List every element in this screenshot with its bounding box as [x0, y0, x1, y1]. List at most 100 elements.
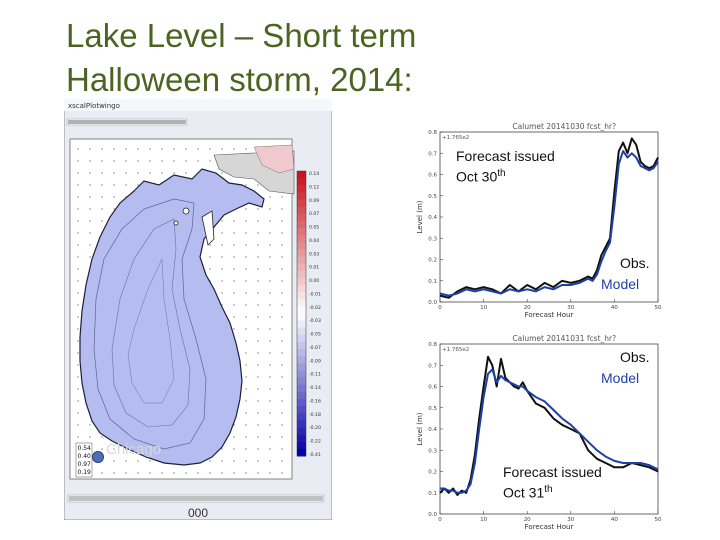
grid-dot [281, 208, 283, 210]
annotation-bottom-forecast-text: Forecast issued [503, 464, 602, 480]
northern-bay [253, 144, 295, 174]
grid-dot [101, 472, 103, 474]
grid-dot [221, 220, 223, 222]
grid-dot [77, 232, 79, 234]
colorbar-tick-labels: 0.14 0.12 0.09 0.07 0.05 0.04 0.03 0.01 0.00 -0.0… [309, 171, 321, 458]
grid-dot [209, 460, 211, 462]
colorbar-tick-label: -0.05 [309, 332, 321, 338]
colorbar-segment [297, 235, 306, 243]
grid-dot [245, 376, 247, 378]
grid-dot [137, 472, 139, 474]
grid-dot [281, 256, 283, 258]
legend-top-model: Model [601, 276, 640, 292]
grid-dot [77, 340, 79, 342]
grid-dot [233, 472, 235, 474]
colorbar-segment [297, 441, 306, 450]
grid-dot [101, 184, 103, 186]
window-title-bar[interactable] [64, 99, 332, 111]
grid-dot [173, 148, 175, 150]
colorbar-segment [297, 413, 306, 421]
grid-dot [233, 268, 235, 270]
colorbar-tick-label: 0.04 [309, 238, 319, 244]
y-tick-label: 0.3 [428, 236, 437, 242]
grid-dot [77, 376, 79, 378]
grid-dot [89, 436, 91, 438]
colorbar-segment [297, 249, 306, 257]
grid-dot [269, 244, 271, 246]
grid-dot [161, 172, 163, 174]
legend-bottom-obs: Obs. [620, 349, 650, 365]
colorbar-segment [297, 406, 306, 414]
slide-title-line-2: Halloween storm, 2014: [66, 61, 413, 98]
grid-dot [77, 364, 79, 366]
colorbar-segment [297, 263, 306, 272]
grid-dot [221, 268, 223, 270]
island-2 [173, 220, 179, 226]
grid-dot [257, 244, 259, 246]
y-tick-label: 0.6 [428, 173, 437, 179]
map-bottom-label: 000 [188, 506, 208, 520]
colorbar-segment [297, 178, 306, 186]
colorbar-tick-label: 0.05 [309, 225, 319, 231]
colorbar-tick-label: -0.11 [309, 372, 321, 378]
colorbar-segment [297, 185, 306, 193]
grid-dot [77, 412, 79, 414]
x-tick-label: 0 [438, 517, 442, 523]
colorbar-tick-label: -0.09 [309, 358, 321, 364]
grid-dot [209, 256, 211, 258]
grid-dot [269, 196, 271, 198]
grid-dot [245, 412, 247, 414]
grid-dot [257, 412, 259, 414]
annotation-top-sup: th [497, 168, 506, 179]
grid-dot [89, 208, 91, 210]
x-tick-label: 10 [480, 517, 487, 523]
grid-dot [101, 148, 103, 150]
y-axis-label: Level (m) [416, 412, 424, 445]
grid-dot [281, 424, 283, 426]
grid-dot [245, 220, 247, 222]
grid-dot [257, 208, 259, 210]
grid-dot [77, 328, 79, 330]
grid-dot [245, 232, 247, 234]
grid-dot [233, 220, 235, 222]
chicago-station-marker[interactable] [92, 451, 104, 463]
colorbar-segment [297, 427, 306, 436]
grid-dot [209, 268, 211, 270]
grid-dot [281, 220, 283, 222]
grid-dot [245, 184, 247, 186]
y-tick-label: 0.6 [428, 385, 437, 391]
colorbar-segment [297, 313, 306, 322]
map-footer-scale [67, 494, 325, 503]
grid-dot [269, 412, 271, 414]
grid-dot [161, 160, 163, 162]
y-tick-label: 0.2 [428, 258, 437, 264]
grid-dot [197, 160, 199, 162]
station-value: 0.97 [78, 461, 92, 468]
grid-dot [281, 232, 283, 234]
grid-dot [113, 448, 115, 450]
colorbar-segment [297, 349, 306, 357]
grid-dot [113, 460, 115, 462]
grid-dot [269, 256, 271, 258]
colorbar-segment [297, 171, 306, 179]
grid-dot [257, 436, 259, 438]
grid-dot [257, 268, 259, 270]
series-line-obs [439, 137, 659, 299]
grid-dot [281, 388, 283, 390]
series-line-model [439, 150, 659, 297]
x-tick-label: 50 [655, 517, 662, 523]
grid-dot [161, 472, 163, 474]
grid-dot [281, 340, 283, 342]
colorbar-tick-label: 0.01 [309, 265, 319, 271]
grid-dot [89, 220, 91, 222]
y-tick-label: 0.7 [428, 151, 437, 157]
grid-dot [281, 460, 283, 462]
grid-dot [269, 268, 271, 270]
grid-dot [137, 148, 139, 150]
legend-top-obs: Obs. [620, 255, 650, 271]
x-tick-label: 30 [567, 305, 574, 311]
grid-dot [113, 148, 115, 150]
lake-contour-1 [93, 198, 207, 450]
chart-title: Calumet 20141030 fcst_hr? [512, 122, 616, 131]
grid-dot [245, 424, 247, 426]
